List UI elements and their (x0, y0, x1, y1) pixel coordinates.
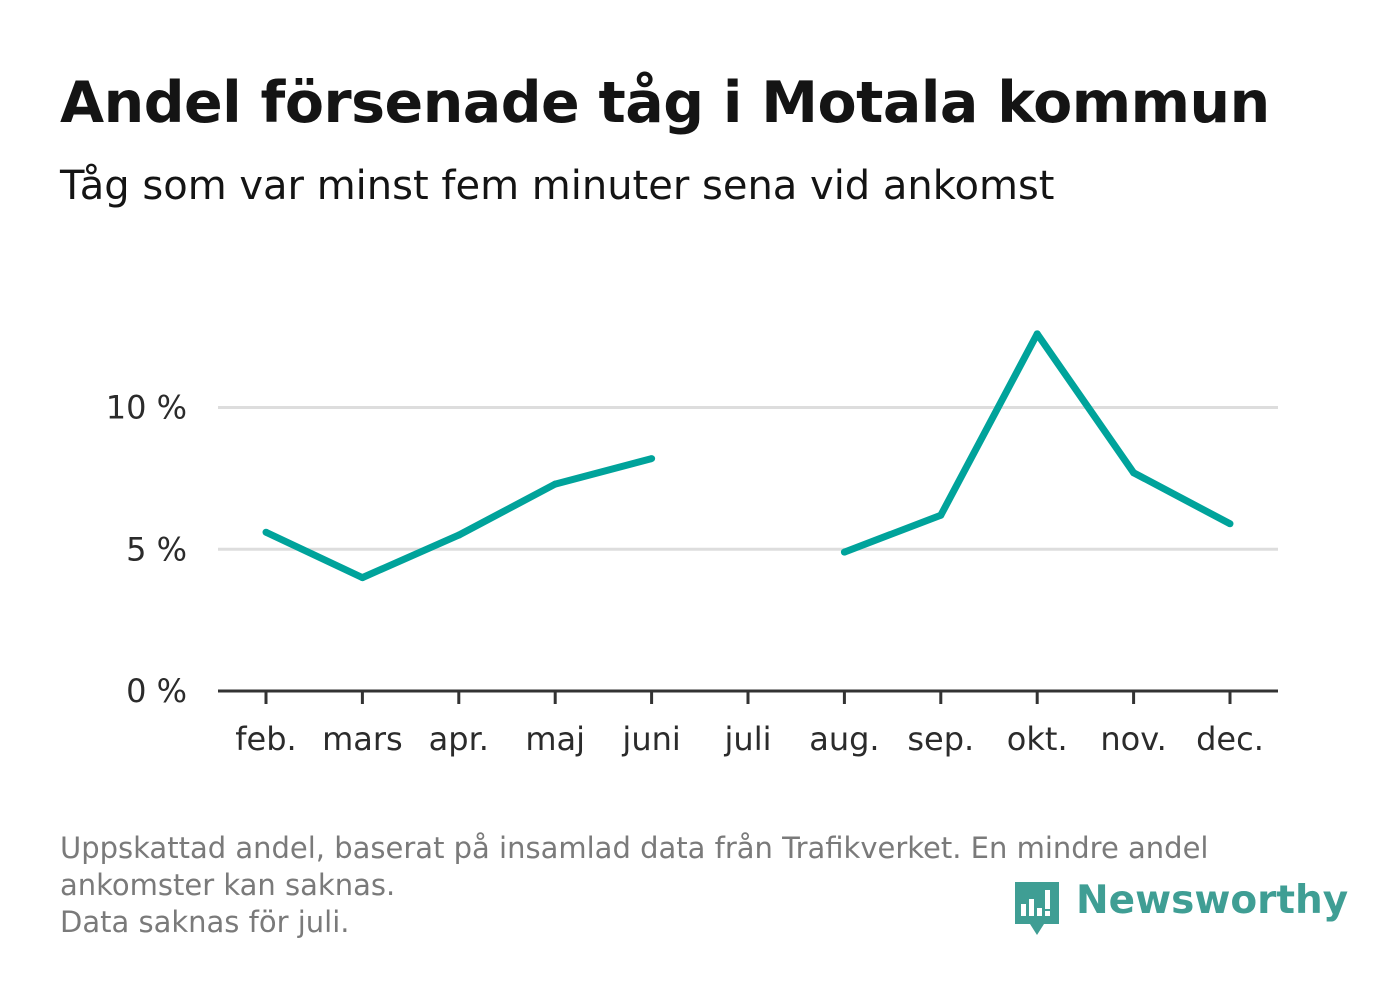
data-point (1130, 469, 1138, 477)
series-line-segment (843, 330, 1232, 556)
x-tick-label: apr. (429, 720, 489, 758)
x-tick-label: okt. (1007, 720, 1068, 758)
y-axis-labels: 0 % 5 % 10 % (106, 389, 187, 710)
x-tick-label: juli (724, 720, 772, 758)
x-tick-label: mars (322, 720, 403, 758)
gridlines (218, 406, 1278, 551)
x-tick-label: juni (621, 720, 680, 758)
y-tick-label: 0 % (126, 672, 187, 710)
data-point (1033, 330, 1041, 338)
newsworthy-logo-icon (1015, 882, 1059, 935)
data-point (1226, 520, 1234, 528)
data-point (358, 574, 366, 582)
data-point (648, 455, 656, 463)
y-tick-label: 5 % (126, 530, 187, 568)
chart-subtitle: Tåg som var minst fem minuter sena vid a… (60, 163, 1055, 209)
x-axis-labels: feb. mars apr. maj juni juli aug. sep. okt. nov. d… (235, 720, 1264, 758)
x-tick-label: sep. (907, 720, 974, 758)
x-axis (218, 689, 1278, 704)
data-point (455, 531, 463, 539)
series-lines (262, 330, 1234, 582)
chart-title: Andel försenade tåg i Motala kommun (60, 70, 1270, 136)
y-tick-label: 10 % (106, 389, 187, 427)
data-point (262, 528, 270, 536)
data-point (937, 511, 945, 519)
footnote-line: Data saknas för juli. (60, 905, 350, 939)
x-tick-label: dec. (1196, 720, 1264, 758)
x-tick-label: nov. (1100, 720, 1166, 758)
x-tick-label: maj (525, 720, 585, 758)
footnote-line: Uppskattad andel, baserat på insamlad da… (60, 831, 1209, 865)
x-tick-label: feb. (235, 720, 296, 758)
brand-name: Newsworthy (1076, 878, 1349, 923)
series-line-segment (264, 455, 653, 582)
x-tick-label: aug. (809, 720, 879, 758)
data-point (551, 480, 559, 488)
footnote: Uppskattad andel, baserat på insamlad da… (60, 830, 1320, 941)
footnote-line: ankomster kan saknas. (60, 868, 396, 902)
data-point (840, 548, 848, 556)
brand-logo: Newsworthy (1012, 878, 1349, 940)
